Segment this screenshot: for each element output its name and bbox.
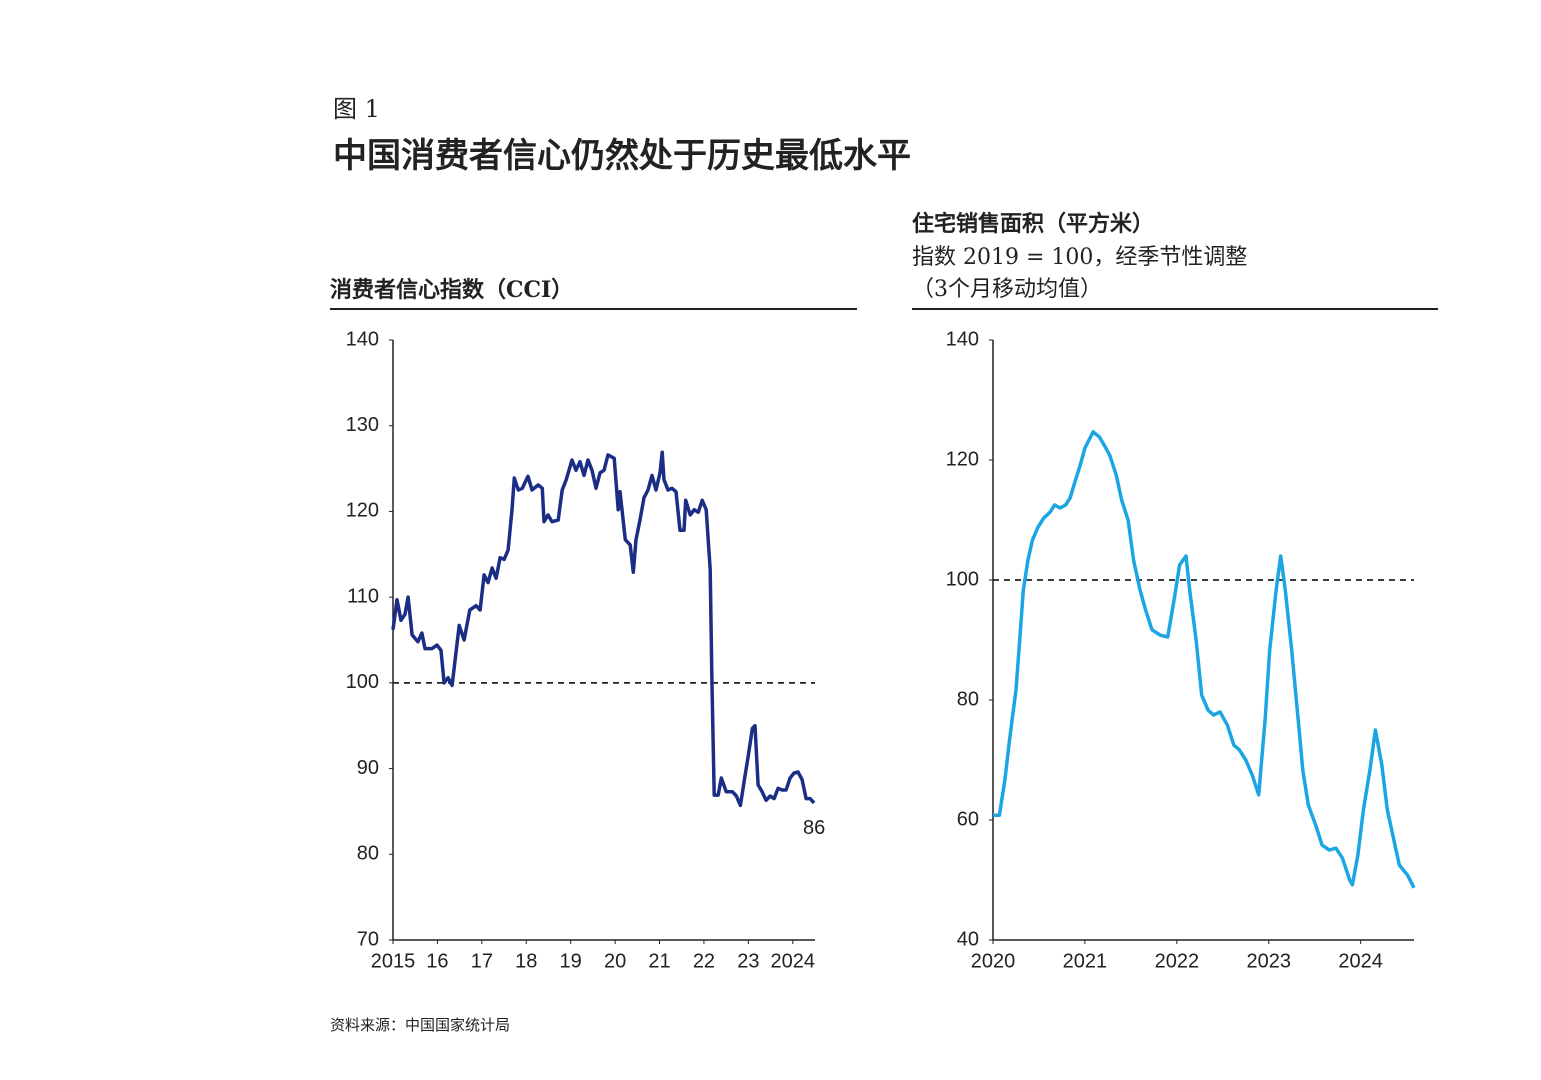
x-tick-label: 22 [693, 950, 715, 972]
y-tick-label: 70 [357, 928, 379, 950]
page-title: 中国消费者信心仍然处于历史最低水平 [333, 136, 911, 176]
figure-label: 图 1 [333, 95, 380, 123]
x-tick-label: 2015 [371, 950, 416, 972]
y-tick-label: 80 [357, 843, 379, 865]
y-tick-label: 110 [347, 585, 379, 607]
x-tick-label: 2020 [971, 950, 1016, 972]
x-tick-label: 2022 [1155, 950, 1200, 972]
chart-title: 住宅销售面积（平方米） [912, 211, 1154, 237]
x-tick-label: 19 [560, 950, 582, 972]
source-note: 资料来源：中国国家统计局 [330, 1016, 510, 1034]
x-tick-label: 21 [648, 950, 670, 972]
data-line [993, 430, 1416, 889]
y-tick-label: 120 [946, 448, 979, 470]
y-tick-label: 100 [346, 671, 379, 693]
x-tick-label: 17 [471, 950, 493, 972]
y-tick-label: 90 [357, 757, 379, 779]
x-tick-label: 2024 [1338, 950, 1383, 972]
end-label: 86 [803, 817, 825, 839]
chart-note: （3个月移动均值） [912, 277, 1102, 302]
data-line [391, 450, 816, 808]
x-tick-label: 2021 [1063, 950, 1108, 972]
x-tick-label: 16 [426, 950, 448, 972]
y-tick-label: 120 [346, 500, 379, 522]
y-tick-label: 40 [957, 928, 979, 950]
x-tick-label: 2024 [771, 950, 816, 972]
y-tick-label: 100 [946, 568, 979, 590]
y-tick-label: 140 [946, 328, 979, 350]
y-tick-label: 130 [346, 414, 379, 436]
y-tick-label: 80 [957, 688, 979, 710]
y-tick-label: 60 [957, 808, 979, 830]
x-tick-label: 18 [515, 950, 537, 972]
chart-title: 消费者信心指数（CCI） [330, 277, 573, 303]
y-tick-label: 140 [346, 328, 379, 350]
chart-subtitle: 指数 2019 = 100，经季节性调整 [912, 245, 1247, 270]
x-tick-label: 2023 [1247, 950, 1292, 972]
x-tick-label: 23 [737, 950, 759, 972]
x-tick-label: 20 [604, 950, 626, 972]
